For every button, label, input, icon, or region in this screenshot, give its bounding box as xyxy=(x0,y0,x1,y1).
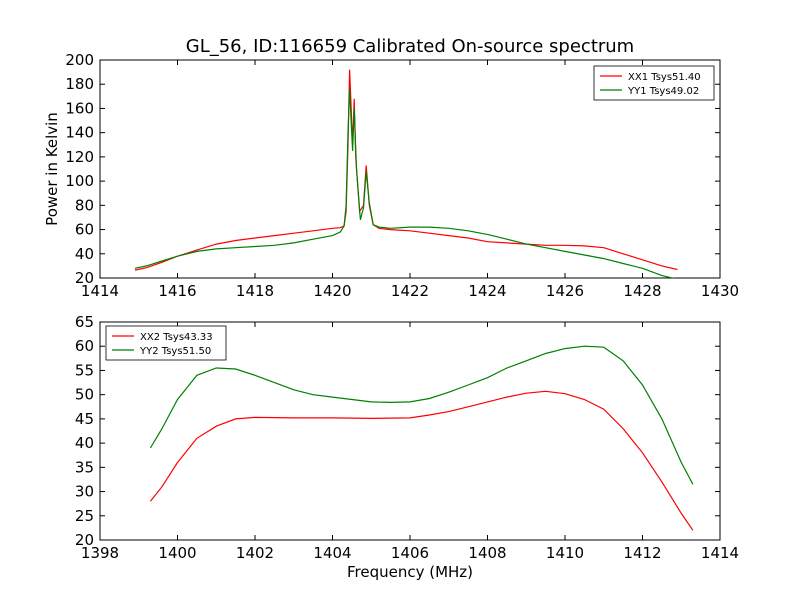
legend-label: XX2 Tsys43.33 xyxy=(140,332,213,343)
series-line-yy1 xyxy=(134,89,675,278)
x-tick-label: 1402 xyxy=(236,544,274,562)
y-tick-label: 55 xyxy=(75,361,94,379)
y-tick-label: 20 xyxy=(75,269,94,287)
x-tick-label: 1400 xyxy=(158,544,196,562)
y-tick-label: 65 xyxy=(75,313,94,331)
x-tick-label: 1426 xyxy=(546,282,584,300)
y-tick-label: 40 xyxy=(75,434,94,452)
x-tick-label: 1418 xyxy=(236,282,274,300)
legend-label: XX1 Tsys51.40 xyxy=(628,72,701,83)
top-plot: 1414 1416 1418 1420 1422 1424 1426 1428 1430 20 40… xyxy=(43,51,739,300)
y-tick-label: 60 xyxy=(75,221,94,239)
legend: XX2 Tsys43.33 YY2 Tsys51.50 xyxy=(105,325,227,361)
y-axis-label: Power in Kelvin xyxy=(43,112,61,226)
series-line-xx2 xyxy=(149,390,694,531)
x-tick-label: 1424 xyxy=(468,282,506,300)
y-tick-label: 35 xyxy=(75,458,94,476)
y-tick-label: 20 xyxy=(75,531,94,549)
legend-box xyxy=(593,65,715,101)
x-tick-label: 1422 xyxy=(391,282,429,300)
y-tick-label: 45 xyxy=(75,410,94,428)
x-tick-label: 1406 xyxy=(391,544,429,562)
x-tick-label: 1408 xyxy=(468,544,506,562)
legend-label: YY1 Tsys49.02 xyxy=(627,86,699,97)
x-tick-label: 1428 xyxy=(623,282,661,300)
x-tick-label: 1398 xyxy=(81,544,119,562)
x-tick-label: 1410 xyxy=(546,544,584,562)
y-tick-label: 60 xyxy=(75,337,94,355)
x-tick-label: 1416 xyxy=(158,282,196,300)
legend-label: YY2 Tsys51.50 xyxy=(139,346,211,357)
y-tick-label: 40 xyxy=(75,245,94,263)
y-tick-label: 100 xyxy=(65,172,94,190)
legend: XX1 Tsys51.40 YY1 Tsys49.02 xyxy=(593,65,715,101)
y-tick-label: 30 xyxy=(75,483,94,501)
x-axis-label: Frequency (MHz) xyxy=(347,563,473,581)
x-tick-label: 1414 xyxy=(701,544,739,562)
x-tick-label: 1414 xyxy=(81,282,119,300)
y-tick-label: 160 xyxy=(65,99,94,117)
series-line-yy2 xyxy=(149,345,694,485)
y-tick-label: 180 xyxy=(65,75,94,93)
x-tick-label: 1420 xyxy=(313,282,351,300)
y-tick-label: 25 xyxy=(75,507,94,525)
x-tick-label: 1430 xyxy=(701,282,739,300)
y-tick-label: 120 xyxy=(65,148,94,166)
y-tick-label: 140 xyxy=(65,124,94,142)
y-tick-label: 80 xyxy=(75,196,94,214)
legend-box xyxy=(105,325,227,361)
bottom-plot: 1398 1400 1402 1404 1406 1408 1410 1412 1414 20 25… xyxy=(75,313,739,581)
y-tick-label: 50 xyxy=(75,386,94,404)
figure-title: GL_56, ID:116659 Calibrated On-source sp… xyxy=(186,36,634,57)
y-tick-label: 200 xyxy=(65,51,94,69)
x-tick-label: 1404 xyxy=(313,544,351,562)
x-tick-label: 1412 xyxy=(623,544,661,562)
